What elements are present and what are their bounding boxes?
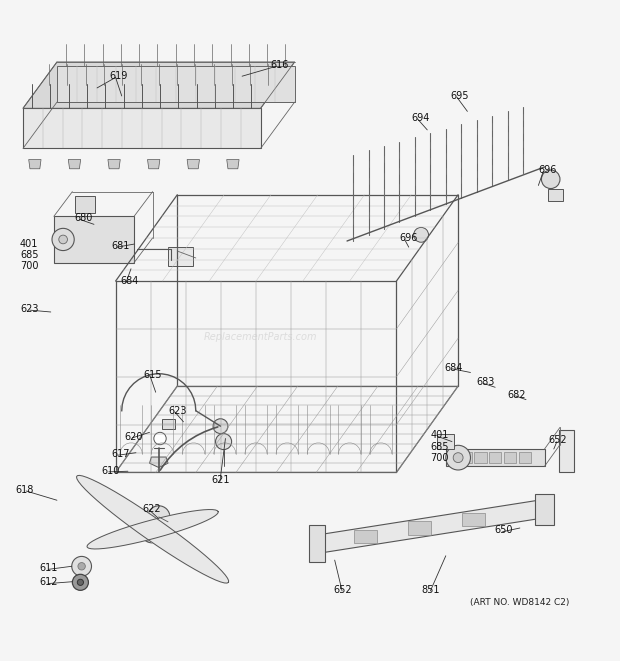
- Polygon shape: [187, 159, 200, 169]
- Text: 650: 650: [494, 525, 513, 535]
- Circle shape: [73, 574, 89, 590]
- Polygon shape: [446, 449, 544, 466]
- Polygon shape: [76, 475, 229, 583]
- Polygon shape: [227, 159, 239, 169]
- Circle shape: [78, 579, 84, 586]
- Text: 700: 700: [20, 261, 38, 271]
- Text: 652: 652: [548, 436, 567, 446]
- Circle shape: [174, 517, 184, 527]
- Bar: [504, 452, 516, 463]
- Text: 618: 618: [15, 485, 33, 494]
- Circle shape: [154, 432, 166, 445]
- Text: 694: 694: [411, 112, 430, 122]
- Text: 623: 623: [20, 304, 38, 314]
- Text: 681: 681: [111, 241, 130, 251]
- Bar: [168, 247, 193, 266]
- Circle shape: [121, 506, 131, 516]
- Text: 680: 680: [74, 213, 92, 223]
- Text: (ART NO. WD8142 C2): (ART NO. WD8142 C2): [471, 598, 570, 607]
- Polygon shape: [148, 159, 160, 169]
- Circle shape: [146, 523, 159, 535]
- Polygon shape: [54, 216, 134, 262]
- Polygon shape: [23, 108, 260, 149]
- Circle shape: [541, 170, 560, 188]
- Circle shape: [213, 419, 228, 434]
- Circle shape: [174, 543, 184, 553]
- Text: 621: 621: [211, 475, 230, 485]
- Bar: [459, 452, 472, 463]
- Text: 612: 612: [40, 577, 58, 588]
- Circle shape: [72, 557, 92, 576]
- Circle shape: [148, 506, 170, 528]
- Polygon shape: [23, 62, 294, 108]
- Circle shape: [78, 563, 86, 570]
- Text: 401: 401: [430, 430, 449, 440]
- Text: 685: 685: [20, 251, 38, 260]
- Text: 620: 620: [125, 432, 143, 442]
- Text: 611: 611: [40, 563, 58, 573]
- Text: 401: 401: [20, 239, 38, 249]
- Circle shape: [121, 531, 131, 541]
- Polygon shape: [149, 457, 168, 467]
- Bar: [547, 188, 563, 201]
- Text: 622: 622: [142, 504, 161, 514]
- Polygon shape: [57, 66, 294, 102]
- Bar: [559, 430, 574, 473]
- Text: 700: 700: [430, 453, 449, 463]
- Text: 696: 696: [399, 233, 418, 243]
- Polygon shape: [68, 159, 81, 169]
- Text: 685: 685: [430, 442, 449, 451]
- Circle shape: [139, 516, 166, 543]
- Text: 684: 684: [445, 362, 463, 373]
- Bar: [355, 530, 377, 543]
- Bar: [76, 196, 95, 214]
- Polygon shape: [322, 500, 538, 553]
- Text: 616: 616: [270, 60, 288, 70]
- Text: 615: 615: [143, 370, 162, 380]
- Text: 652: 652: [334, 585, 352, 595]
- Bar: [518, 452, 531, 463]
- Bar: [474, 452, 487, 463]
- Polygon shape: [87, 510, 218, 549]
- Bar: [463, 513, 485, 526]
- Circle shape: [453, 453, 463, 463]
- Text: ReplacementParts.com: ReplacementParts.com: [204, 332, 317, 342]
- Circle shape: [59, 235, 68, 244]
- Bar: [162, 419, 175, 429]
- Text: 684: 684: [120, 276, 139, 286]
- Bar: [436, 434, 454, 449]
- Circle shape: [446, 446, 471, 470]
- Text: 683: 683: [477, 377, 495, 387]
- Polygon shape: [309, 525, 326, 562]
- Text: 610: 610: [102, 465, 120, 476]
- Polygon shape: [108, 159, 120, 169]
- Bar: [409, 522, 431, 535]
- Polygon shape: [29, 159, 41, 169]
- Circle shape: [216, 434, 232, 449]
- Bar: [489, 452, 502, 463]
- Text: 695: 695: [451, 91, 469, 101]
- Text: 682: 682: [508, 390, 526, 400]
- Text: 619: 619: [109, 71, 128, 81]
- Text: 851: 851: [421, 585, 440, 595]
- Text: 623: 623: [168, 406, 187, 416]
- Circle shape: [414, 227, 428, 242]
- Polygon shape: [535, 494, 554, 525]
- Text: 696: 696: [538, 165, 557, 175]
- Text: 617: 617: [111, 449, 130, 459]
- Circle shape: [52, 228, 74, 251]
